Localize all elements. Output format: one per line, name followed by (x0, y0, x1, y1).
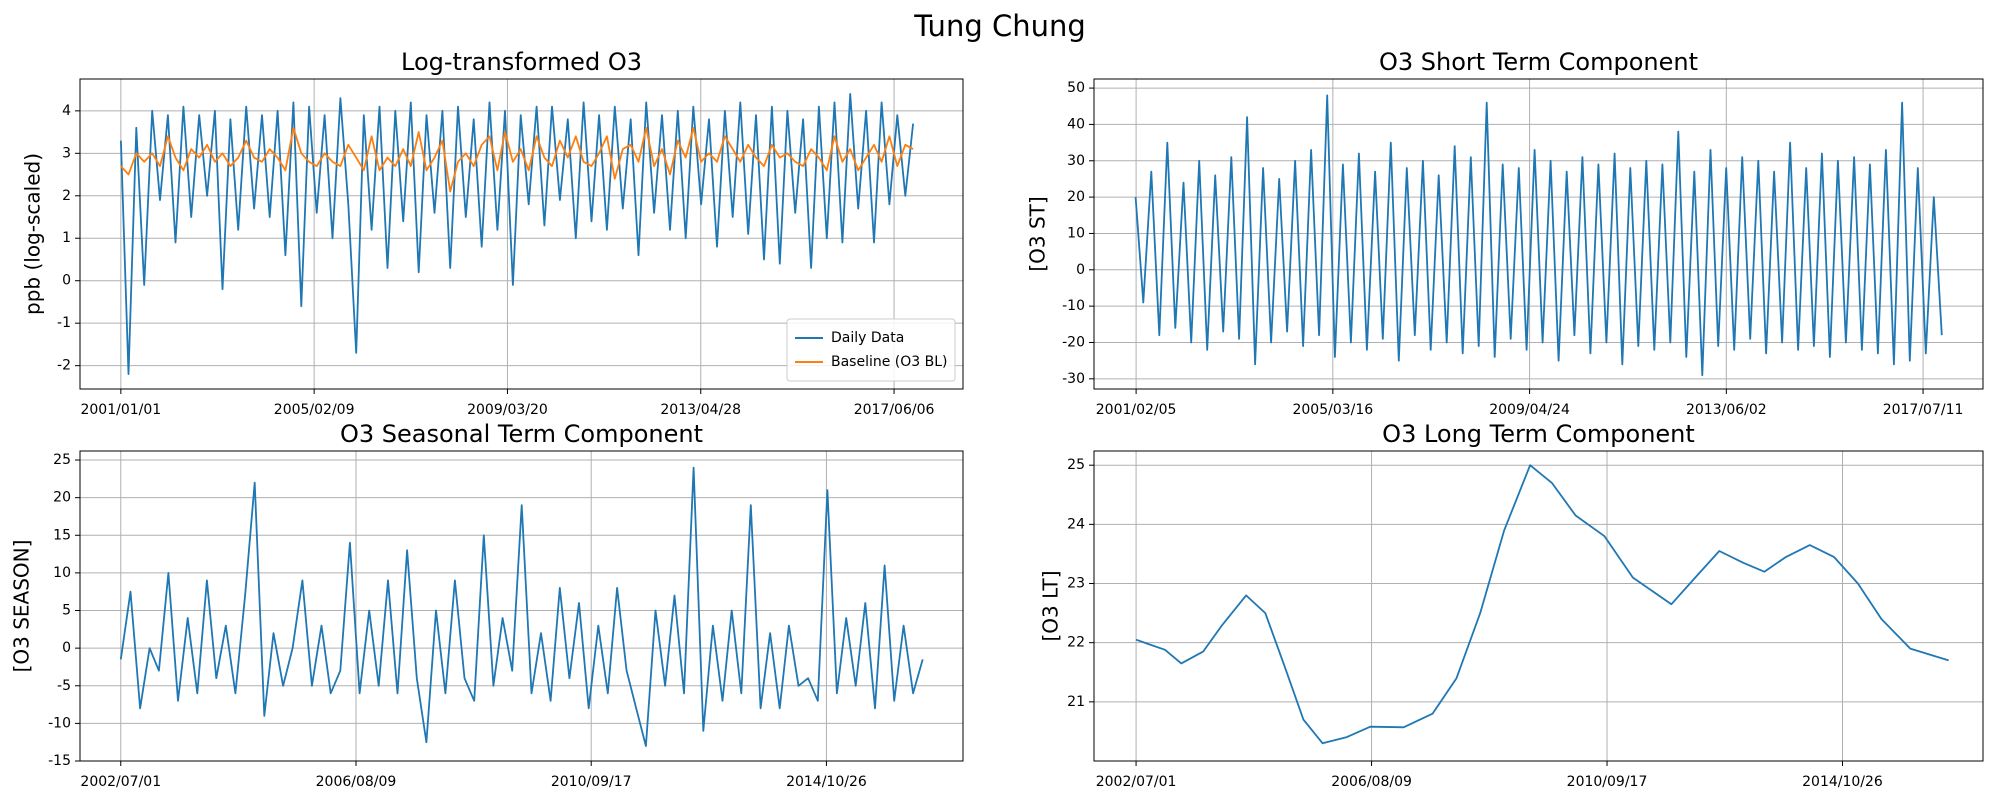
y-axis-label: [O3 SEASON] (10, 540, 34, 673)
y-tick-label: -20 (1062, 334, 1085, 350)
y-tick-label: 0 (62, 640, 71, 656)
x-tick-label: 2002/07/01 (1096, 774, 1177, 790)
x-tick-label: 2005/02/09 (274, 402, 355, 418)
y-tick-label: 10 (53, 565, 71, 581)
line-series (1134, 94, 1943, 377)
legend-label: Baseline (O3 BL) (831, 354, 948, 370)
plot-area (119, 466, 924, 747)
axes-title: O3 Short Term Component (1379, 48, 1698, 76)
legend-label: Daily Data (831, 330, 904, 346)
y-axis-label: ppb (log-scaled) (21, 153, 45, 315)
y-tick-label: 40 (1067, 116, 1085, 132)
x-tick-label: 2017/07/11 (1883, 402, 1964, 418)
y-tick-label: 25 (1067, 457, 1085, 473)
y-tick-label: -2 (57, 358, 71, 374)
y-tick-label: 20 (1067, 189, 1085, 205)
x-tick-label: 2013/06/02 (1686, 402, 1767, 418)
line-series (119, 466, 924, 747)
plot-area (120, 93, 914, 375)
y-tick-label: 10 (1067, 225, 1085, 241)
y-tick-label: -5 (57, 678, 71, 694)
y-axis-label: [O3 LT] (1039, 570, 1063, 641)
x-tick-label: 2010/09/17 (1567, 774, 1648, 790)
x-tick-label: 2006/08/09 (1331, 774, 1412, 790)
y-tick-label: 24 (1067, 516, 1085, 532)
x-tick-label: 2006/08/09 (316, 774, 397, 790)
y-tick-label: 0 (1076, 262, 1085, 278)
figure-title: Tung Chung (913, 9, 1086, 43)
line-series (120, 126, 914, 193)
y-tick-label: 25 (53, 452, 71, 468)
x-tick-label: 2009/03/20 (467, 402, 548, 418)
line-series (1135, 464, 1949, 745)
axes-frame (79, 78, 964, 390)
y-tick-label: 3 (62, 145, 71, 161)
legend-box (786, 318, 956, 382)
x-tick-label: 2010/09/17 (551, 774, 632, 790)
y-tick-label: 1 (62, 230, 71, 246)
axes-frame (79, 450, 964, 762)
y-tick-label: 21 (1067, 694, 1085, 710)
x-tick-label: 2002/07/01 (80, 774, 161, 790)
axes-frame (1093, 450, 1984, 762)
y-tick-label: -10 (1062, 298, 1085, 314)
y-axis-label: [O3 ST] (1026, 196, 1050, 271)
y-tick-label: 2 (62, 188, 71, 204)
x-tick-label: 2001/01/01 (80, 402, 161, 418)
plot-area (1134, 94, 1943, 377)
y-tick-label: 5 (62, 603, 71, 619)
x-tick-label: 2001/02/05 (1096, 402, 1177, 418)
x-tick-label: 2014/10/26 (1802, 774, 1883, 790)
axes-frame (1093, 78, 1984, 390)
y-tick-label: 50 (1067, 80, 1085, 96)
plot-area (1135, 464, 1949, 745)
x-tick-label: 2014/10/26 (786, 774, 867, 790)
y-tick-label: -10 (48, 715, 71, 731)
x-tick-label: 2017/06/06 (854, 402, 935, 418)
y-tick-label: 23 (1067, 576, 1085, 592)
y-tick-label: -1 (57, 315, 71, 331)
y-tick-label: 30 (1067, 153, 1085, 169)
x-tick-label: 2013/04/28 (660, 402, 741, 418)
axes-title: O3 Long Term Component (1382, 420, 1695, 448)
line-series (120, 93, 914, 375)
x-tick-label: 2009/04/24 (1489, 402, 1570, 418)
y-tick-label: 15 (53, 527, 71, 543)
axes-title: O3 Seasonal Term Component (340, 420, 703, 448)
y-tick-label: 0 (62, 273, 71, 289)
y-tick-label: 20 (53, 490, 71, 506)
y-tick-label: -15 (48, 753, 71, 769)
y-tick-label: -30 (1062, 371, 1085, 387)
y-tick-label: 22 (1067, 635, 1085, 651)
axes-title: Log-transformed O3 (401, 48, 642, 76)
x-tick-label: 2005/03/16 (1292, 402, 1373, 418)
y-tick-label: 4 (62, 103, 71, 119)
